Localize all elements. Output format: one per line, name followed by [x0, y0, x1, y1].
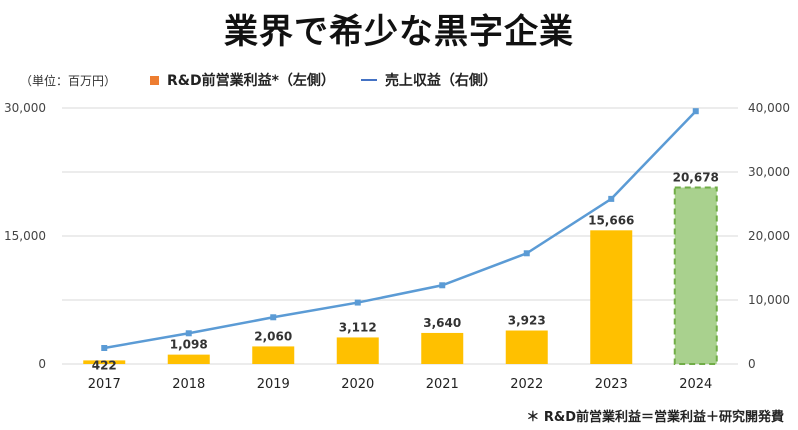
bar-data-label: 3,640	[423, 316, 461, 330]
legend-label-bar: R&D前営業利益*（左側）	[167, 73, 335, 89]
y-left-tick-label: 15,000	[4, 229, 46, 243]
bar-data-label: 1,098	[170, 338, 208, 352]
bar	[421, 332, 464, 364]
y-right-tick-label: 0	[748, 357, 756, 371]
bar	[83, 360, 126, 364]
y-right-tick-label: 30,000	[748, 165, 790, 179]
line-point	[270, 314, 277, 321]
bar	[505, 330, 548, 364]
footnote: ＊ R&D前営業利益＝営業利益＋研究開発費	[526, 410, 784, 425]
x-tick-label: 2023	[595, 377, 628, 392]
x-tick-label: 2022	[510, 377, 543, 392]
bar	[590, 230, 633, 364]
legend-item-bar: R&D前営業利益*（左側）	[150, 70, 335, 90]
line-series	[104, 110, 697, 350]
line-point	[608, 195, 615, 202]
line-point	[523, 250, 530, 257]
legend: R&D前営業利益*（左側） 売上収益（右側）	[150, 70, 523, 90]
bar-data-label: 2,060	[254, 329, 292, 343]
bar-data-label: 3,923	[508, 314, 546, 328]
legend-swatch-bar	[150, 75, 159, 85]
y-right-tick-label: 20,000	[748, 229, 790, 243]
legend-item-line: 売上収益（右側）	[360, 70, 497, 90]
y-right-tick-label: 10,000	[748, 293, 790, 307]
bar	[336, 337, 379, 364]
line-point	[692, 108, 699, 115]
legend-label-line: 売上収益（右側）	[384, 73, 497, 89]
x-tick-label: 2018	[172, 377, 205, 392]
y-left-tick-label: 0	[38, 357, 46, 371]
bar-data-label: 15,666	[588, 213, 634, 227]
legend-swatch-line	[360, 79, 377, 81]
x-tick-label: 2024	[679, 377, 712, 392]
bar-data-label: 20,678	[673, 171, 719, 185]
line-point	[354, 299, 361, 306]
x-tick-label: 2021	[426, 377, 459, 392]
unit-label: （単位：百万円）	[20, 74, 117, 88]
x-tick-label: 2020	[341, 377, 374, 392]
bar	[167, 354, 210, 364]
bar	[673, 186, 718, 365]
chart-title: 業界で希少な黒字企業	[224, 12, 574, 52]
x-tick-label: 2017	[88, 377, 121, 392]
line-point	[101, 345, 108, 351]
y-left-tick-label: 30,000	[4, 101, 46, 115]
y-right-tick-label: 40,000	[748, 101, 790, 115]
line-point	[185, 330, 192, 337]
x-tick-label: 2019	[257, 377, 290, 392]
line-point	[439, 282, 446, 289]
bar-data-label: 3,112	[339, 320, 377, 334]
bar-data-label: 422	[92, 358, 117, 372]
bar	[252, 346, 295, 364]
